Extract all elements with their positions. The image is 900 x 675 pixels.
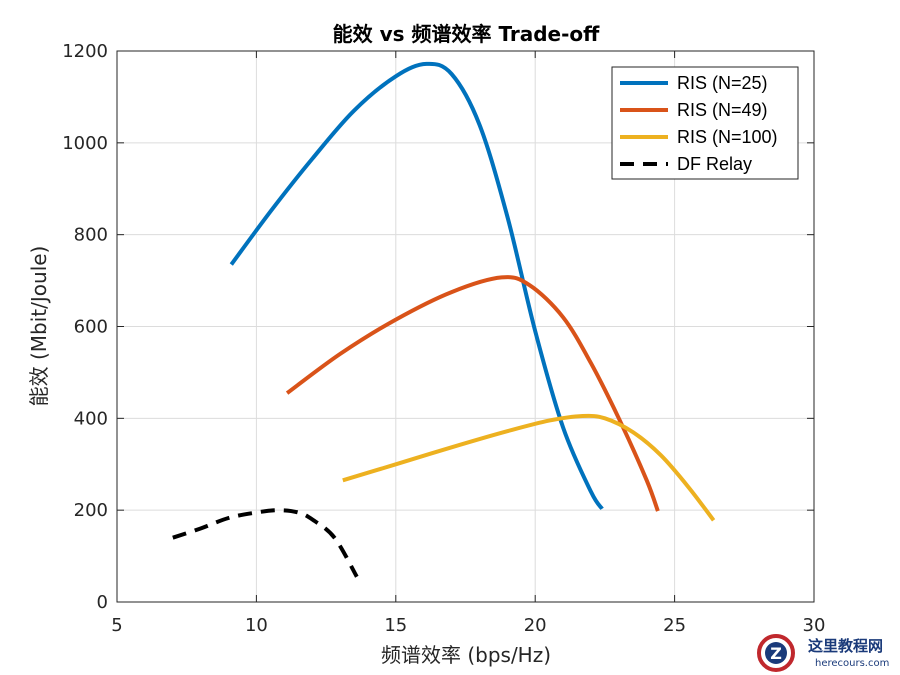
watermark-text: 这里教程网 [808,637,883,655]
x-tick-label: 15 [384,615,407,636]
y-tick-label: 0 [97,592,108,613]
legend-label-ris-n-25: RIS (N=25) [677,73,768,93]
y-tick-label: 1000 [62,133,108,154]
x-tick-label: 30 [803,615,826,636]
x-tick-label: 25 [663,615,686,636]
series-line-ris-n-25 [229,61,604,510]
legend: RIS (N=25) RIS (N=49) RIS (N=100) DF Relay [611,66,799,180]
x-tick-label: 20 [524,615,547,636]
series-lines [172,61,716,578]
y-tick-label: 200 [74,500,108,521]
y-tick-label: 400 [74,408,108,429]
series-line-ris-n-49 [285,275,660,512]
y-tick-label: 600 [74,317,108,338]
legend-box [611,66,799,180]
x-tick-label: 5 [111,615,122,636]
legend-label-ris-n-100: RIS (N=100) [677,127,778,147]
watermark-logo-icon: Z [757,634,795,672]
watermark: Z 这里教程网 herecours.com [757,634,889,672]
legend-label-df-relay: DF Relay [677,154,752,174]
y-tick-label: 800 [74,225,108,246]
grid [116,50,815,603]
series-line-df-relay [172,508,359,578]
x-axis-title: 频谱效率 (bps/Hz) [381,643,551,667]
watermark-subtext: herecours.com [815,658,889,669]
x-tick-label: 10 [245,615,268,636]
legend-label-ris-n-49: RIS (N=49) [677,100,768,120]
y-axis-title: 能效 (Mbit/Joule) [27,246,51,407]
svg-text:Z: Z [770,644,782,663]
chart-title: 能效 vs 频谱效率 Trade-off [333,22,601,46]
axis-ticks: 5 10 15 20 25 30 0 200 400 600 800 1000 1200 [62,41,825,636]
series-line-ris-n-100 [342,413,716,522]
y-tick-label: 1200 [62,41,108,62]
